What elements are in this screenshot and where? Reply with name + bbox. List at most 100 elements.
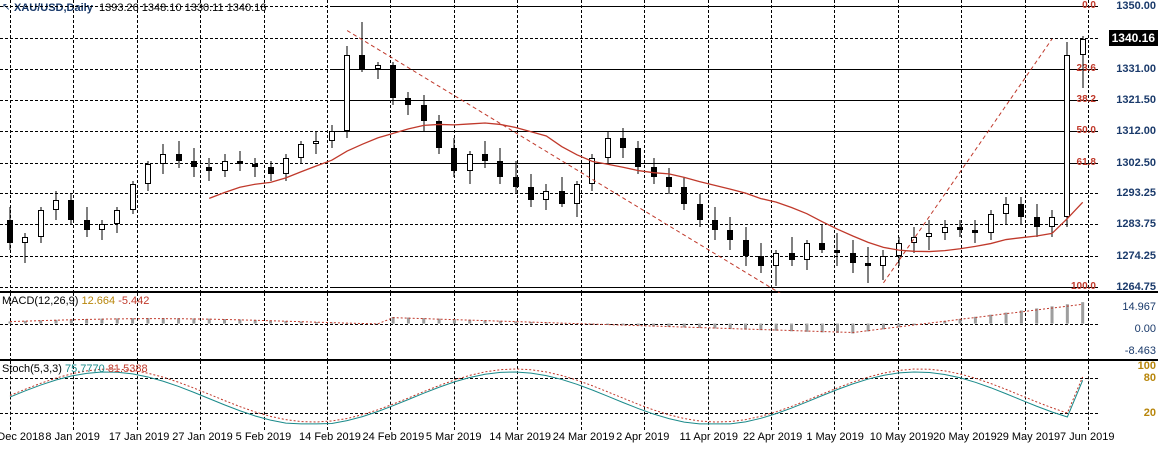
macd-gridline-vertical: [708, 293, 709, 361]
price-panel: ↖ XAU/USD,Daily 1393.26 1348.10 1330.11 …: [0, 0, 1158, 293]
date-axis-label: 27 Jan 2019: [172, 431, 233, 447]
date-axis-label: 24 Mar 2019: [553, 431, 615, 447]
current-price-label: 1340.16: [1109, 30, 1158, 46]
stoch-gridline-vertical: [898, 361, 899, 430]
macd-signal-line: [10, 304, 1083, 332]
macd-histogram-and-lines: [0, 293, 1158, 361]
stoch-gridline-vertical: [390, 361, 391, 430]
moving-average-overlay: [0, 0, 1158, 293]
macd-title-label: MACD(12,26,9) 12.664 -5.442: [2, 295, 149, 307]
macd-gridline-vertical: [454, 293, 455, 361]
stoch-gridline-vertical: [517, 361, 518, 430]
price-gridline-vertical: [137, 0, 138, 293]
stoch-d-line: [10, 372, 1083, 424]
price-axis-tick-label: 1293.25: [1116, 187, 1156, 199]
macd-gridline-vertical: [327, 293, 328, 361]
stoch-level-line: [0, 413, 1098, 414]
fib-level-line: [330, 69, 1098, 70]
date-axis-label: 7 Jun 2019: [1060, 431, 1114, 447]
stoch-gridline-vertical: [708, 361, 709, 430]
macd-gridline-vertical: [390, 293, 391, 361]
stoch-gridline-vertical: [200, 361, 201, 430]
stoch-gridline-vertical: [581, 361, 582, 430]
price-axis-tick-label: 1283.75: [1116, 218, 1156, 230]
stoch-gridline-vertical: [834, 361, 835, 430]
stoch-panel: Stoch(5,3,3) 75.7770 81.5388 100 80 20: [0, 361, 1158, 430]
stoch-axis-tick-label: 100: [1138, 360, 1156, 372]
macd-histogram-bar: [1081, 302, 1084, 323]
macd-histogram-bar: [1005, 313, 1008, 324]
price-gridline-vertical: [264, 0, 265, 293]
price-axis-tick-label: 1302.50: [1116, 157, 1156, 169]
price-axis-tick-label: 1321.50: [1116, 94, 1156, 106]
macd-zero-line: [0, 324, 1098, 325]
date-axis-label: 1 May 2019: [806, 431, 863, 447]
macd-histogram-bar: [974, 317, 977, 324]
macd-histogram-bar: [775, 324, 778, 331]
date-axis-label: 17 Jan 2019: [109, 431, 170, 447]
stochastic-lines: [0, 361, 1158, 430]
macd-histogram-bar: [989, 315, 992, 324]
macd-gridline-vertical: [834, 293, 835, 361]
macd-gridline-vertical: [1025, 293, 1026, 361]
macd-gridline-vertical: [644, 293, 645, 361]
macd-gridline-vertical: [581, 293, 582, 361]
fib-level-label: 23.6: [1077, 63, 1096, 74]
symbol-label: XAU/USD,Daily: [14, 2, 93, 14]
fib-level-line: [330, 163, 1098, 164]
date-axis-label: 8 Jan 2019: [45, 431, 99, 447]
macd-histogram-bar: [1066, 304, 1069, 323]
trading-chart-window: ↖ XAU/USD,Daily 1393.26 1348.10 1330.11 …: [0, 0, 1158, 450]
date-axis-label: 14 Feb 2019: [299, 431, 361, 447]
price-gridline-vertical: [708, 0, 709, 293]
macd-histogram-bar: [1035, 308, 1038, 323]
date-axis-label: 22 Apr 2019: [743, 431, 802, 447]
price-gridline-vertical: [1025, 0, 1026, 293]
stoch-gridline-vertical: [961, 361, 962, 430]
fib-trend-dashed-line-2: [883, 39, 1052, 283]
macd-histogram-bar: [790, 324, 793, 332]
date-axis-label: 30 Dec 2018: [0, 431, 44, 447]
price-gridline-vertical: [771, 0, 772, 293]
stoch-gridline-vertical: [1088, 361, 1089, 430]
date-axis-label: 24 Feb 2019: [362, 431, 424, 447]
macd-histogram-bar: [1051, 306, 1054, 323]
date-axis-label: 14 Mar 2019: [489, 431, 551, 447]
stoch-gridline-vertical: [771, 361, 772, 430]
price-axis-tick-label: 1264.75: [1116, 281, 1156, 293]
stoch-gridline-vertical: [264, 361, 265, 430]
ohlc-values: 1393.26 1348.10 1330.11 1340.16: [96, 2, 266, 14]
macd-axis-tick-label: 14.967: [1122, 301, 1156, 313]
macd-gridline-vertical: [771, 293, 772, 361]
date-axis-label: 5 Mar 2019: [426, 431, 482, 447]
macd-axis-tick-label: 0.00: [1135, 323, 1156, 335]
price-gridline-horizontal: [0, 38, 1098, 39]
stoch-level-line: [0, 378, 1098, 379]
stoch-gridline-vertical: [454, 361, 455, 430]
stoch-title-label: Stoch(5,3,3) 75.7770 81.5388: [2, 363, 148, 375]
macd-histogram-bar: [1020, 311, 1023, 324]
price-gridline-horizontal: [0, 224, 1098, 225]
price-gridline-vertical: [644, 0, 645, 293]
macd-gridline-vertical: [264, 293, 265, 361]
fib-level-line: [330, 287, 1098, 288]
macd-histogram-bar: [805, 324, 808, 332]
price-gridline-horizontal: [0, 256, 1098, 257]
date-axis-label: 10 May 2019: [870, 431, 934, 447]
price-gridline-vertical: [73, 0, 74, 293]
stoch-gridline-vertical: [644, 361, 645, 430]
symbol-title-bar: XAU/USD,Daily 1393.26 1348.10 1330.11 13…: [14, 2, 266, 14]
macd-gridline-vertical: [961, 293, 962, 361]
macd-gridline-vertical: [1088, 293, 1089, 361]
price-axis-tick-label: 1350.00: [1116, 0, 1156, 12]
macd-histogram-bar: [836, 324, 839, 333]
price-gridline-vertical: [1088, 0, 1089, 293]
price-gridline-vertical: [581, 0, 582, 293]
macd-histogram-bar: [821, 324, 824, 333]
macd-axis-tick-label: -8.463: [1125, 345, 1156, 357]
stoch-gridline-vertical: [327, 361, 328, 430]
macd-gridline-vertical: [200, 293, 201, 361]
date-axis-label: 11 Apr 2019: [680, 431, 739, 447]
price-gridline-vertical: [327, 0, 328, 293]
fib-level-label: 38.2: [1077, 94, 1096, 105]
